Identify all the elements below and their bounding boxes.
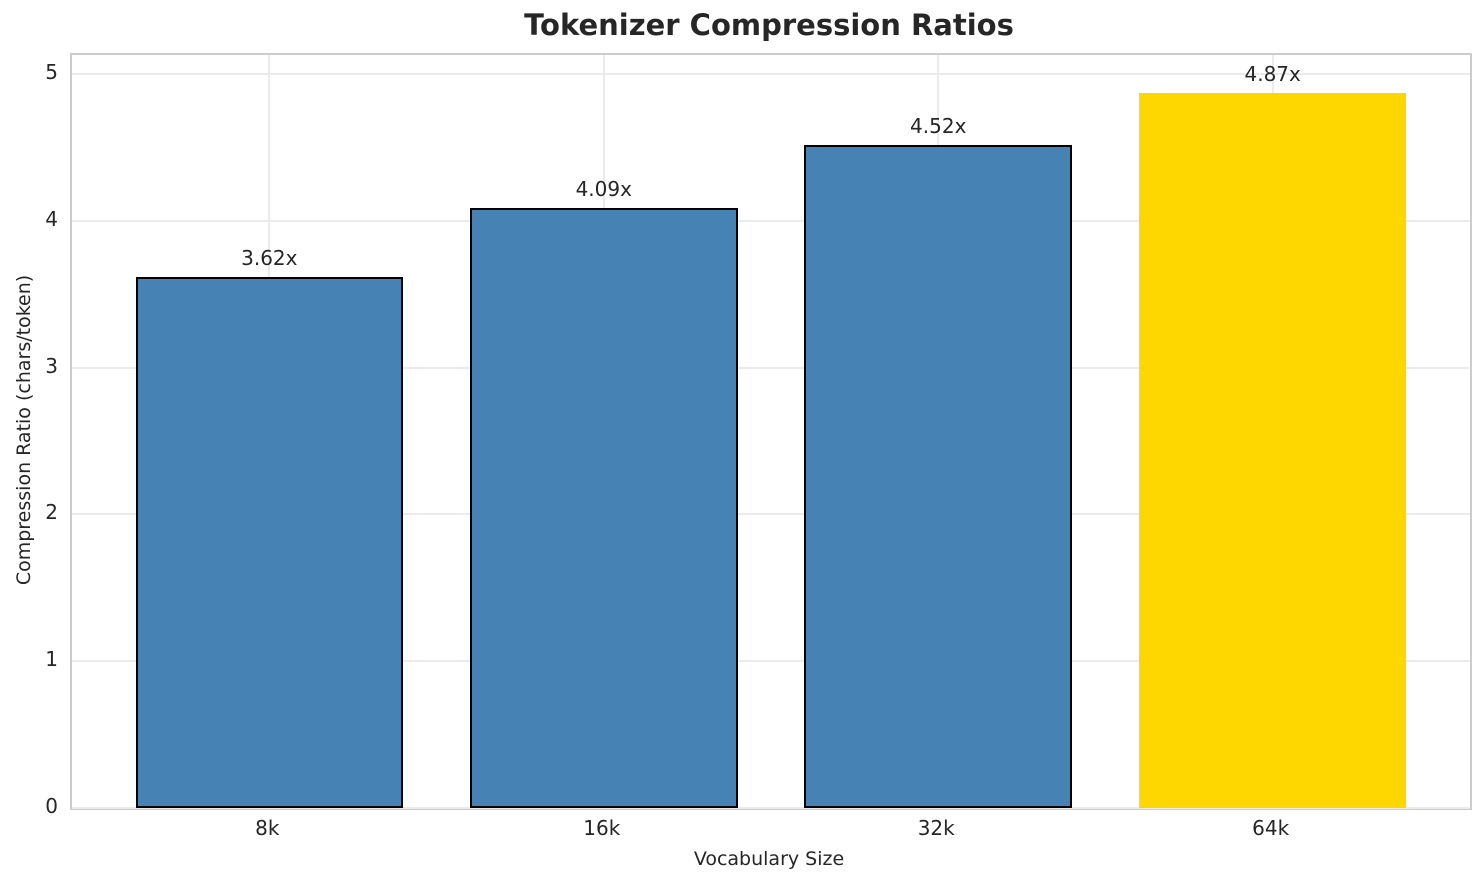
- y-gridline: [72, 807, 1470, 809]
- y-gridline: [72, 513, 1470, 516]
- x-tick-label: 64k: [1252, 816, 1290, 840]
- bar-32k: [804, 144, 1072, 808]
- y-tick-label: 4: [45, 206, 58, 231]
- x-tick-label: 32k: [917, 816, 955, 840]
- bar-8k: [135, 276, 404, 808]
- y-gridline: [72, 660, 1470, 663]
- y-tick-label: 0: [45, 794, 58, 818]
- y-tick-label: 2: [45, 500, 58, 525]
- bar-value-label: 4.09x: [575, 176, 632, 201]
- bar-value-label: 3.62x: [241, 245, 298, 270]
- x-tick-label: 8k: [255, 816, 280, 840]
- chart-title: Tokenizer Compression Ratios: [524, 8, 1014, 42]
- x-axis-label: Vocabulary Size: [693, 848, 845, 870]
- bar-value-label: 4.87x: [1244, 62, 1301, 87]
- y-tick-label: 1: [45, 647, 58, 672]
- plot-area: 3.62x 4.09x 4.52x 4.87x: [70, 53, 1472, 810]
- y-gridline: [72, 366, 1470, 369]
- y-tick-label: 3: [45, 353, 58, 378]
- x-tick-label: 16k: [583, 816, 621, 840]
- y-tick-label: 5: [45, 60, 58, 85]
- bar-64k: [1138, 93, 1407, 808]
- bar-value-label: 4.52x: [910, 113, 967, 138]
- bar-16k: [469, 207, 738, 808]
- y-gridline: [72, 73, 1470, 76]
- y-axis-label: Compression Ratio (chars/token): [13, 274, 35, 586]
- y-gridline: [72, 219, 1470, 222]
